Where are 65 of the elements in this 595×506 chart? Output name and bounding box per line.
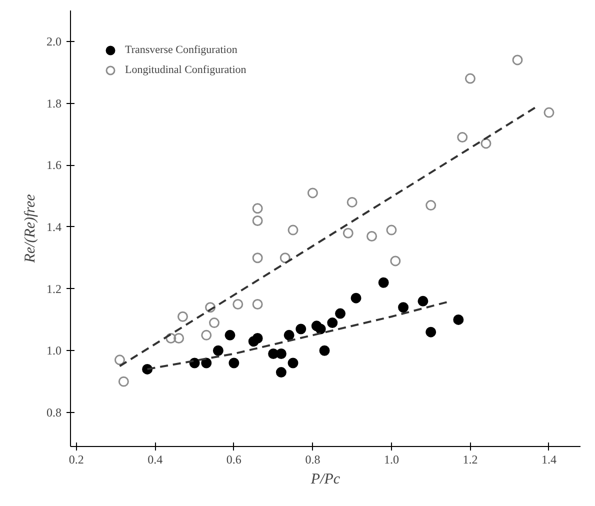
legend-label: Transverse Configuration [125,44,238,56]
point [378,277,389,288]
point [480,138,492,149]
point [166,333,176,344]
point [315,324,326,334]
y-tick-label: 1.6 [46,158,62,172]
y-tick-label: 1.0 [46,344,62,358]
point [296,324,306,334]
point [212,345,224,356]
point [453,314,464,325]
point [201,358,212,368]
x-tick-label: 0.4 [148,452,163,466]
x-tick-label: 1.2 [462,452,478,466]
point [544,107,554,118]
point [276,348,286,359]
point [464,73,476,84]
point [177,311,188,322]
point [398,302,409,313]
y-tick-label: 2.0 [46,34,62,48]
point [512,54,523,66]
point [335,308,346,319]
point [386,224,397,236]
point [457,132,468,143]
point [307,188,318,198]
point [208,318,220,328]
point [201,330,212,340]
point [228,358,240,368]
point [350,292,362,304]
point [232,299,244,310]
point [224,330,236,340]
point [252,216,263,226]
x-tick-label: 0.2 [68,452,84,466]
y-axis-title: Re/(Re)free [22,194,38,264]
point [346,196,358,208]
point [342,228,354,238]
point [284,330,294,340]
y-tick-label: 1.8 [46,96,62,110]
point [319,345,330,356]
point [114,354,125,366]
point [252,203,263,214]
point [366,230,378,242]
point [288,358,298,368]
legend-label: Longitudinal Configuration [125,64,246,76]
point [418,296,428,306]
point [426,326,436,338]
x-tick-label: 0.8 [305,452,320,466]
y-tick-label: 0.8 [46,405,62,420]
point [280,252,290,264]
y-tick-label: 1.4 [46,220,62,234]
point [252,299,263,310]
y-tick-label: 1.2 [46,282,62,296]
point [426,200,436,211]
point [327,318,338,328]
point [252,252,263,264]
point [118,376,129,387]
x-tick-label: 1.4 [541,452,556,466]
point [252,333,263,344]
point [205,302,216,313]
x-tick-label: 0.6 [226,452,242,466]
x-axis-title: P/Pc [310,472,340,488]
point [174,333,184,344]
x-tick-label: 1.0 [384,452,399,466]
point [288,224,298,236]
point [276,367,286,378]
point [390,256,401,266]
